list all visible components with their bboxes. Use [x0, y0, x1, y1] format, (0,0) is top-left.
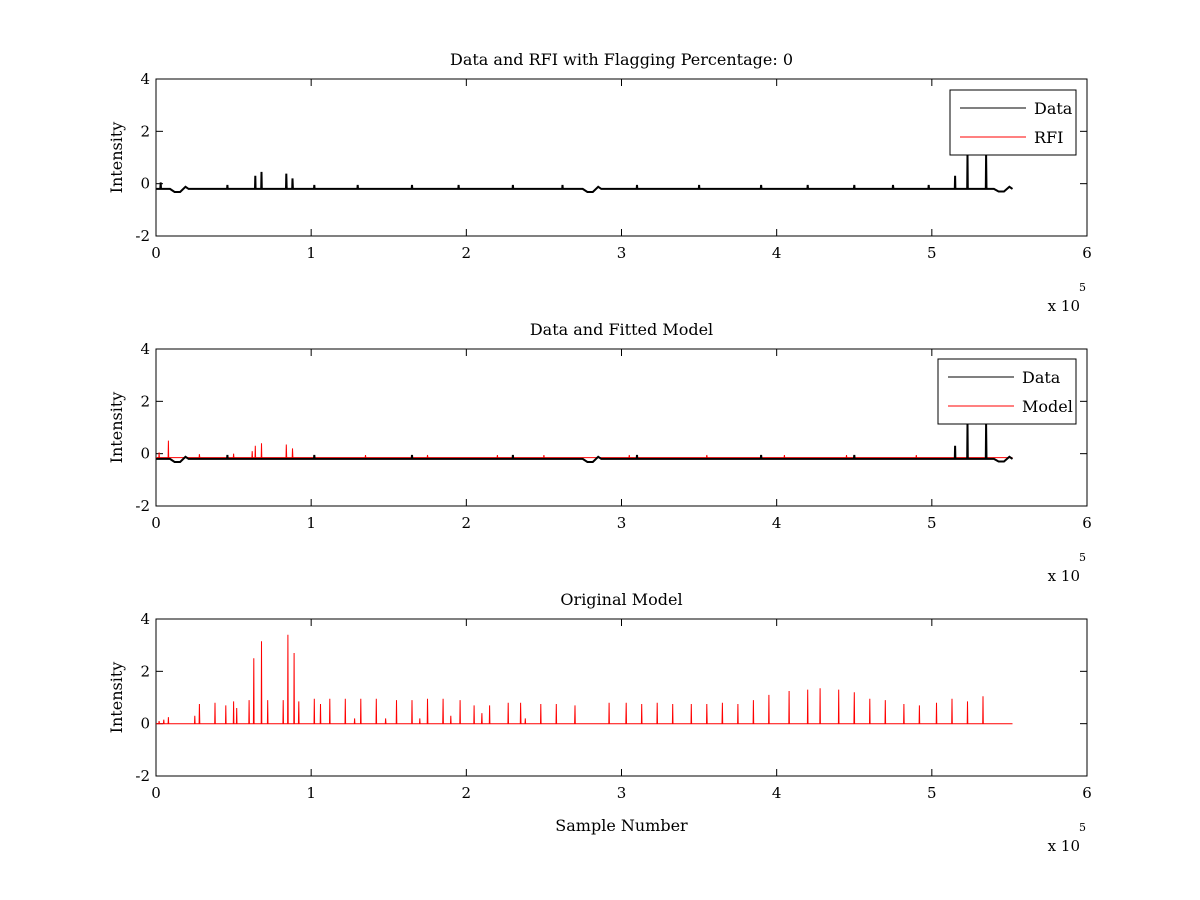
- legend-label-0: Data: [1034, 99, 1073, 118]
- y-tick-label: 2: [140, 122, 150, 140]
- y-axis-label: Intensity: [107, 662, 126, 734]
- y-tick-label: -2: [135, 767, 150, 785]
- x-tick-label: 2: [462, 784, 472, 802]
- plot-area: [155, 348, 1088, 507]
- legend: Data RFI: [949, 89, 1077, 156]
- y-tick-label: 2: [140, 662, 150, 680]
- chart-title: Data and RFI with Flagging Percentage: 0: [450, 50, 793, 69]
- chart-panel-3: Original Model Intensity Sample Number 0 1 2 3…: [107, 590, 1092, 855]
- x-multiplier-label: x 10: [1048, 297, 1080, 315]
- series-line-model: [156, 634, 1013, 725]
- x-tick-label: 1: [306, 514, 316, 532]
- y-tick-label: 0: [140, 445, 150, 463]
- chart-panel-1: Data and RFI with Flagging Percentage: 0…: [107, 50, 1092, 315]
- x-tick-label: 5: [927, 784, 937, 802]
- x-multiplier-label: x 10: [1048, 837, 1080, 855]
- x-tick-label: 0: [151, 244, 161, 262]
- x-tick-label: 2: [462, 244, 472, 262]
- x-tick-label: 0: [151, 784, 161, 802]
- legend-box: [949, 89, 1077, 156]
- x-multiplier-exponent: 5: [1079, 821, 1086, 834]
- legend-label-1: RFI: [1034, 128, 1063, 147]
- plot-area: [155, 78, 1088, 237]
- series-line-data: [156, 152, 1014, 193]
- x-tick-label: 5: [927, 514, 937, 532]
- x-multiplier-exponent: 5: [1079, 551, 1086, 564]
- x-multiplier-label: x 10: [1048, 567, 1080, 585]
- x-tick-label: 6: [1082, 784, 1092, 802]
- legend: Data Model: [937, 358, 1077, 425]
- x-tick-label: 4: [772, 244, 782, 262]
- x-axis-label: Sample Number: [555, 816, 688, 835]
- x-tick-label: 1: [306, 244, 316, 262]
- legend-label-0: Data: [1022, 368, 1061, 387]
- x-tick-label: 6: [1082, 244, 1092, 262]
- chart-title: Original Model: [560, 590, 682, 609]
- y-tick-label: 4: [140, 340, 150, 358]
- x-tick-label: 3: [617, 784, 627, 802]
- x-tick-label: 5: [927, 244, 937, 262]
- y-axis-label: Intensity: [107, 392, 126, 464]
- y-tick-label: -2: [135, 227, 150, 245]
- x-tick-label: 3: [617, 244, 627, 262]
- y-tick-label: 0: [140, 175, 150, 193]
- chart-title: Data and Fitted Model: [530, 320, 713, 339]
- y-tick-label: -2: [135, 497, 150, 515]
- plot-area: [155, 618, 1088, 777]
- y-tick-label: 2: [140, 392, 150, 410]
- x-tick-label: 6: [1082, 514, 1092, 532]
- x-tick-label: 0: [151, 514, 161, 532]
- legend-box: [937, 358, 1077, 425]
- legend-label-1: Model: [1022, 397, 1073, 416]
- x-tick-label: 3: [617, 514, 627, 532]
- x-multiplier-exponent: 5: [1079, 281, 1086, 294]
- y-tick-label: 4: [140, 610, 150, 628]
- y-axis-label: Intensity: [107, 122, 126, 194]
- x-tick-label: 4: [772, 514, 782, 532]
- series-line-data: [156, 422, 1014, 463]
- y-tick-label: 0: [140, 715, 150, 733]
- x-tick-label: 2: [462, 514, 472, 532]
- x-tick-label: 4: [772, 784, 782, 802]
- x-tick-label: 1: [306, 784, 316, 802]
- y-tick-label: 4: [140, 70, 150, 88]
